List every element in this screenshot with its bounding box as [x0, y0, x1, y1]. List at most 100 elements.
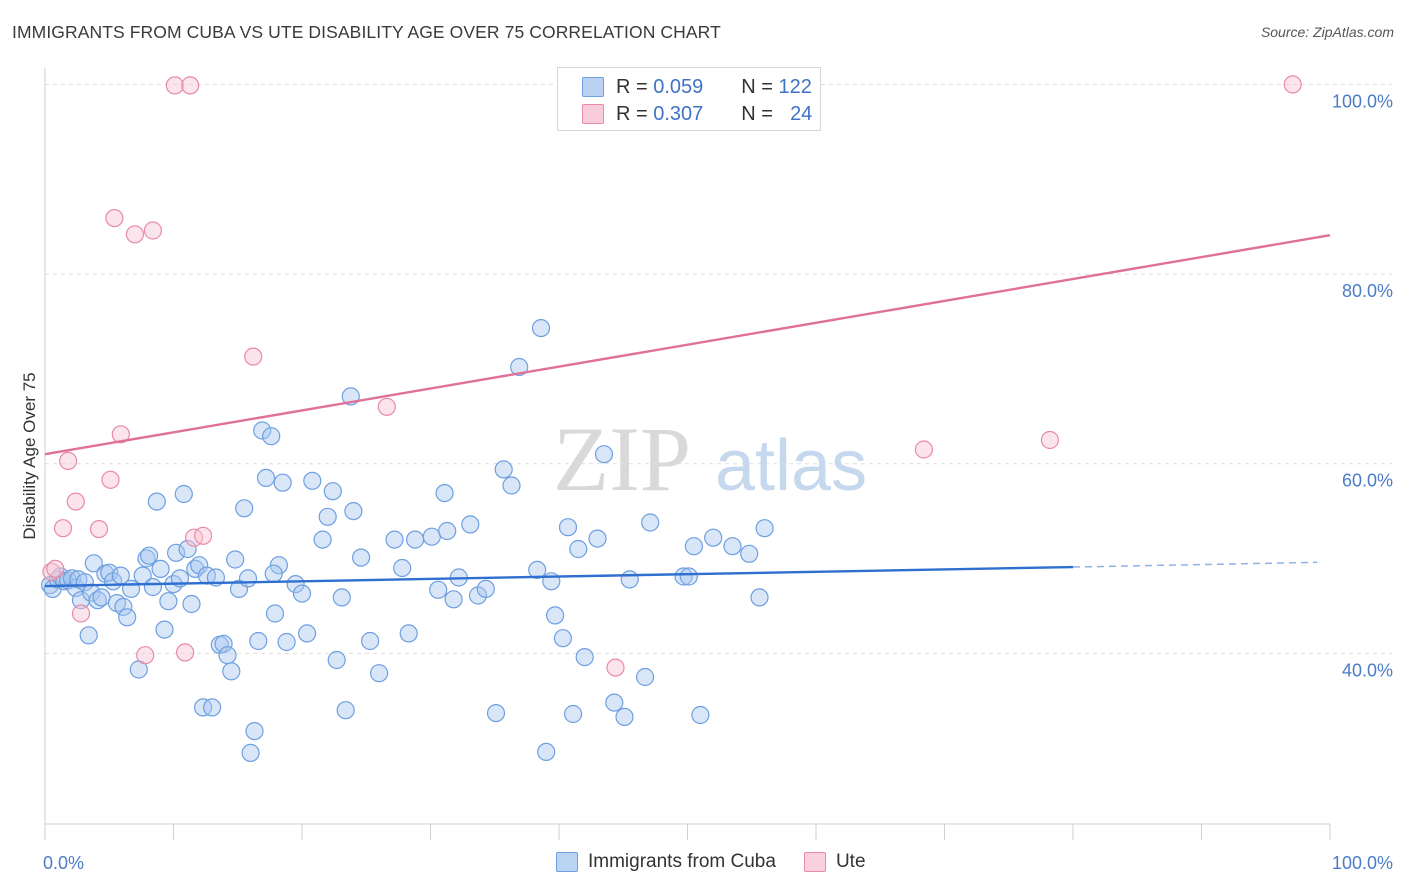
- point-0-54: [249, 631, 268, 651]
- point-0-89: [476, 579, 495, 599]
- gridlines: [45, 83, 1392, 654]
- point-0-60: [273, 473, 292, 492]
- point-1-7: [101, 470, 120, 489]
- point-0-108: [641, 513, 660, 532]
- point-1-6: [89, 519, 109, 539]
- point-0-102: [588, 529, 607, 548]
- point-0-111: [684, 537, 704, 556]
- point-0-75: [361, 631, 380, 651]
- point-1-18: [244, 347, 263, 366]
- axes: [44, 68, 1331, 840]
- point-0-47: [218, 646, 237, 665]
- legend-swatch-ute: [803, 852, 826, 872]
- legend-n-label: N =: [741, 75, 773, 98]
- legend-item-ute[interactable]: Ute: [803, 851, 866, 873]
- legend-swatch-ute: [582, 104, 604, 124]
- point-1-3: [58, 451, 78, 470]
- point-0-46: [214, 634, 233, 654]
- trend-line-0: [44, 565, 1074, 588]
- tick-labels: 40.0% 60.0% 80.0% 100.0% 0.0% 100.0%: [43, 91, 1393, 873]
- legend-label-ute: Ute: [835, 851, 866, 872]
- point-0-62: [286, 574, 305, 594]
- point-1-2: [53, 519, 73, 538]
- point-0-116: [750, 588, 769, 607]
- point-0-83: [435, 484, 454, 503]
- legend-item-cuba[interactable]: Immigrants from Cuba: [556, 851, 776, 873]
- point-0-99: [563, 704, 583, 724]
- point-0-84: [438, 521, 457, 541]
- point-1-16: [185, 528, 204, 547]
- point-0-22: [118, 608, 137, 627]
- x-tick-label-1: 100.0%: [1332, 853, 1393, 873]
- point-0-79: [399, 624, 418, 643]
- y-axis-label: Disability Age Over 75: [20, 372, 39, 539]
- point-0-55: [253, 421, 272, 440]
- point-0-66: [313, 530, 332, 549]
- point-0-74: [352, 548, 371, 567]
- point-0-32: [159, 592, 178, 611]
- point-0-120: [241, 743, 260, 763]
- y-tick-label-0: 40.0%: [1342, 660, 1393, 680]
- point-0-69: [327, 650, 346, 670]
- point-0-27: [140, 546, 159, 565]
- point-0-63: [292, 584, 312, 603]
- point-0-117: [755, 519, 774, 538]
- legend-row-cuba: R = 0.059 N = 122: [582, 74, 812, 100]
- series-legend: Immigrants from Cuba Ute: [556, 851, 894, 873]
- point-0-85: [444, 590, 463, 609]
- legend-r-label: R =: [616, 75, 648, 98]
- legend-r-label: R =: [616, 102, 648, 125]
- point-0-31: [155, 620, 174, 639]
- legend-r-value: 0.059: [653, 75, 704, 98]
- point-0-51: [235, 499, 254, 518]
- point-0-107: [635, 667, 655, 687]
- point-0-30: [151, 559, 170, 579]
- point-0-97: [553, 629, 573, 648]
- point-0-70: [332, 588, 351, 607]
- point-0-15: [92, 588, 111, 607]
- point-0-13: [84, 554, 103, 573]
- point-0-23: [122, 579, 141, 599]
- point-0-36: [174, 484, 193, 504]
- point-0-112: [691, 705, 710, 725]
- point-0-28: [143, 577, 162, 597]
- point-1-11: [136, 646, 155, 665]
- point-0-110: [679, 567, 698, 586]
- point-0-91: [494, 460, 513, 479]
- legend-n-value: 24: [790, 102, 813, 125]
- chart-title: IMMIGRANTS FROM CUBA VS UTE DISABILITY A…: [12, 22, 721, 42]
- point-0-11: [79, 626, 98, 645]
- point-0-77: [385, 530, 404, 549]
- point-0-98: [558, 518, 578, 537]
- legend-r-value: 0.307: [653, 102, 704, 125]
- point-0-92: [502, 476, 521, 495]
- series-ute: [42, 75, 1302, 677]
- point-1-20: [606, 658, 625, 677]
- point-0-26: [137, 549, 156, 568]
- series-immigrants-from-cuba: [40, 319, 774, 763]
- point-1-14: [176, 643, 195, 662]
- point-0-100: [569, 539, 588, 559]
- point-0-21: [114, 597, 133, 617]
- point-0-57: [262, 427, 281, 446]
- point-0-43: [203, 698, 222, 717]
- point-1-4: [66, 492, 85, 511]
- point-1-12: [143, 221, 162, 240]
- point-0-96: [545, 606, 565, 625]
- point-0-87: [461, 515, 480, 534]
- legend-n-label: N =: [741, 102, 773, 125]
- watermark-zip: ZIP: [553, 408, 691, 510]
- point-0-68: [323, 482, 342, 501]
- point-0-29: [147, 492, 166, 511]
- point-0-118: [531, 319, 551, 338]
- point-0-95: [542, 572, 561, 591]
- point-0-109: [674, 567, 693, 586]
- legend-label-cuba: Immigrants from Cuba: [588, 851, 776, 872]
- point-0-34: [167, 543, 186, 562]
- point-0-61: [277, 632, 296, 652]
- point-0-101: [575, 647, 594, 667]
- point-0-82: [429, 580, 448, 599]
- point-0-58: [265, 604, 285, 623]
- point-0-90: [486, 703, 506, 723]
- point-0-67: [318, 507, 337, 526]
